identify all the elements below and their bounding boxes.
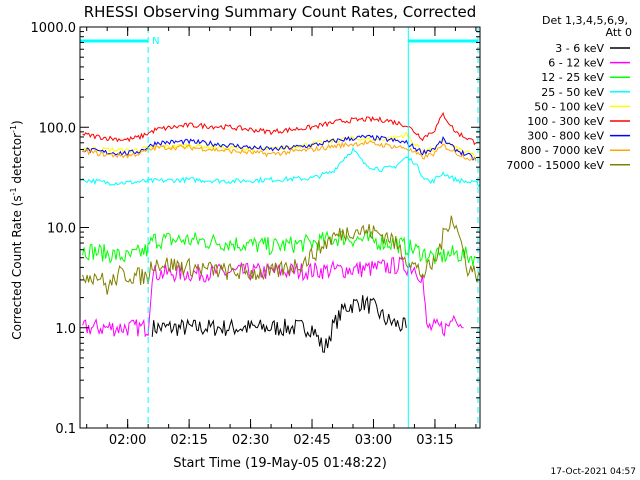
series-line-1: [82, 256, 464, 338]
y-tick-label: 1000.0: [31, 21, 77, 36]
x-tick-label: 02:00: [109, 433, 146, 448]
legend-label-8: 7000 - 15000 keV: [506, 159, 604, 172]
series-line-2: [82, 230, 477, 266]
x-tick-label: 03:15: [416, 433, 453, 448]
y-axis-label: Corrected Count Rate (s-1 detector-1): [9, 120, 24, 339]
y-axis-label-part: Corrected Count Rate (s: [10, 195, 24, 339]
y-tick-label: 1.0: [55, 322, 76, 337]
series-line-0: [151, 295, 407, 353]
night-marker-label: N: [152, 36, 159, 47]
y-axis-label-exponent: -1: [9, 125, 18, 133]
y-tick-label: 10.0: [47, 222, 76, 237]
y-axis-label-part: ): [10, 120, 24, 125]
legend-header-line1: Det 1,3,4,5,6,9,: [542, 14, 628, 27]
y-tick-label: 0.1: [55, 422, 76, 437]
legend-header-line2: Att 0: [606, 26, 632, 39]
legend-label-0: 3 - 6 keV: [555, 42, 604, 55]
y-axis-label-part: detector: [10, 133, 24, 188]
x-tick-label: 02:15: [170, 433, 207, 448]
legend-label-1: 6 - 12 keV: [548, 57, 604, 70]
x-tick-label: 02:45: [293, 433, 330, 448]
legend-label-5: 100 - 300 keV: [527, 115, 604, 128]
y-axis-label-exponent: -1: [9, 187, 18, 195]
x-tick-label: 02:30: [232, 433, 269, 448]
legend-label-2: 12 - 25 keV: [541, 71, 604, 84]
legend-label-6: 300 - 800 keV: [527, 130, 604, 143]
series-line-8: [82, 215, 481, 295]
legend-label-3: 25 - 50 keV: [541, 86, 604, 99]
chart-title: RHESSI Observing Summary Count Rates, Co…: [84, 3, 477, 21]
series-line-3: [82, 146, 481, 188]
series-line-5: [82, 111, 477, 146]
legend-label-4: 50 - 100 keV: [534, 100, 604, 113]
x-tick-label: 03:00: [355, 433, 392, 448]
y-tick-label: 100.0: [39, 121, 76, 136]
legend-label-7: 800 - 7000 keV: [520, 144, 604, 157]
x-axis-label: Start Time (19-May-05 01:48:22): [173, 456, 387, 471]
axes: 0.1 1.0 10.0 100.0 1000.0 02:00 02:15 02:30 02:4…: [31, 21, 481, 448]
timestamp-label: 17-Oct-2021 04:57: [551, 467, 636, 477]
